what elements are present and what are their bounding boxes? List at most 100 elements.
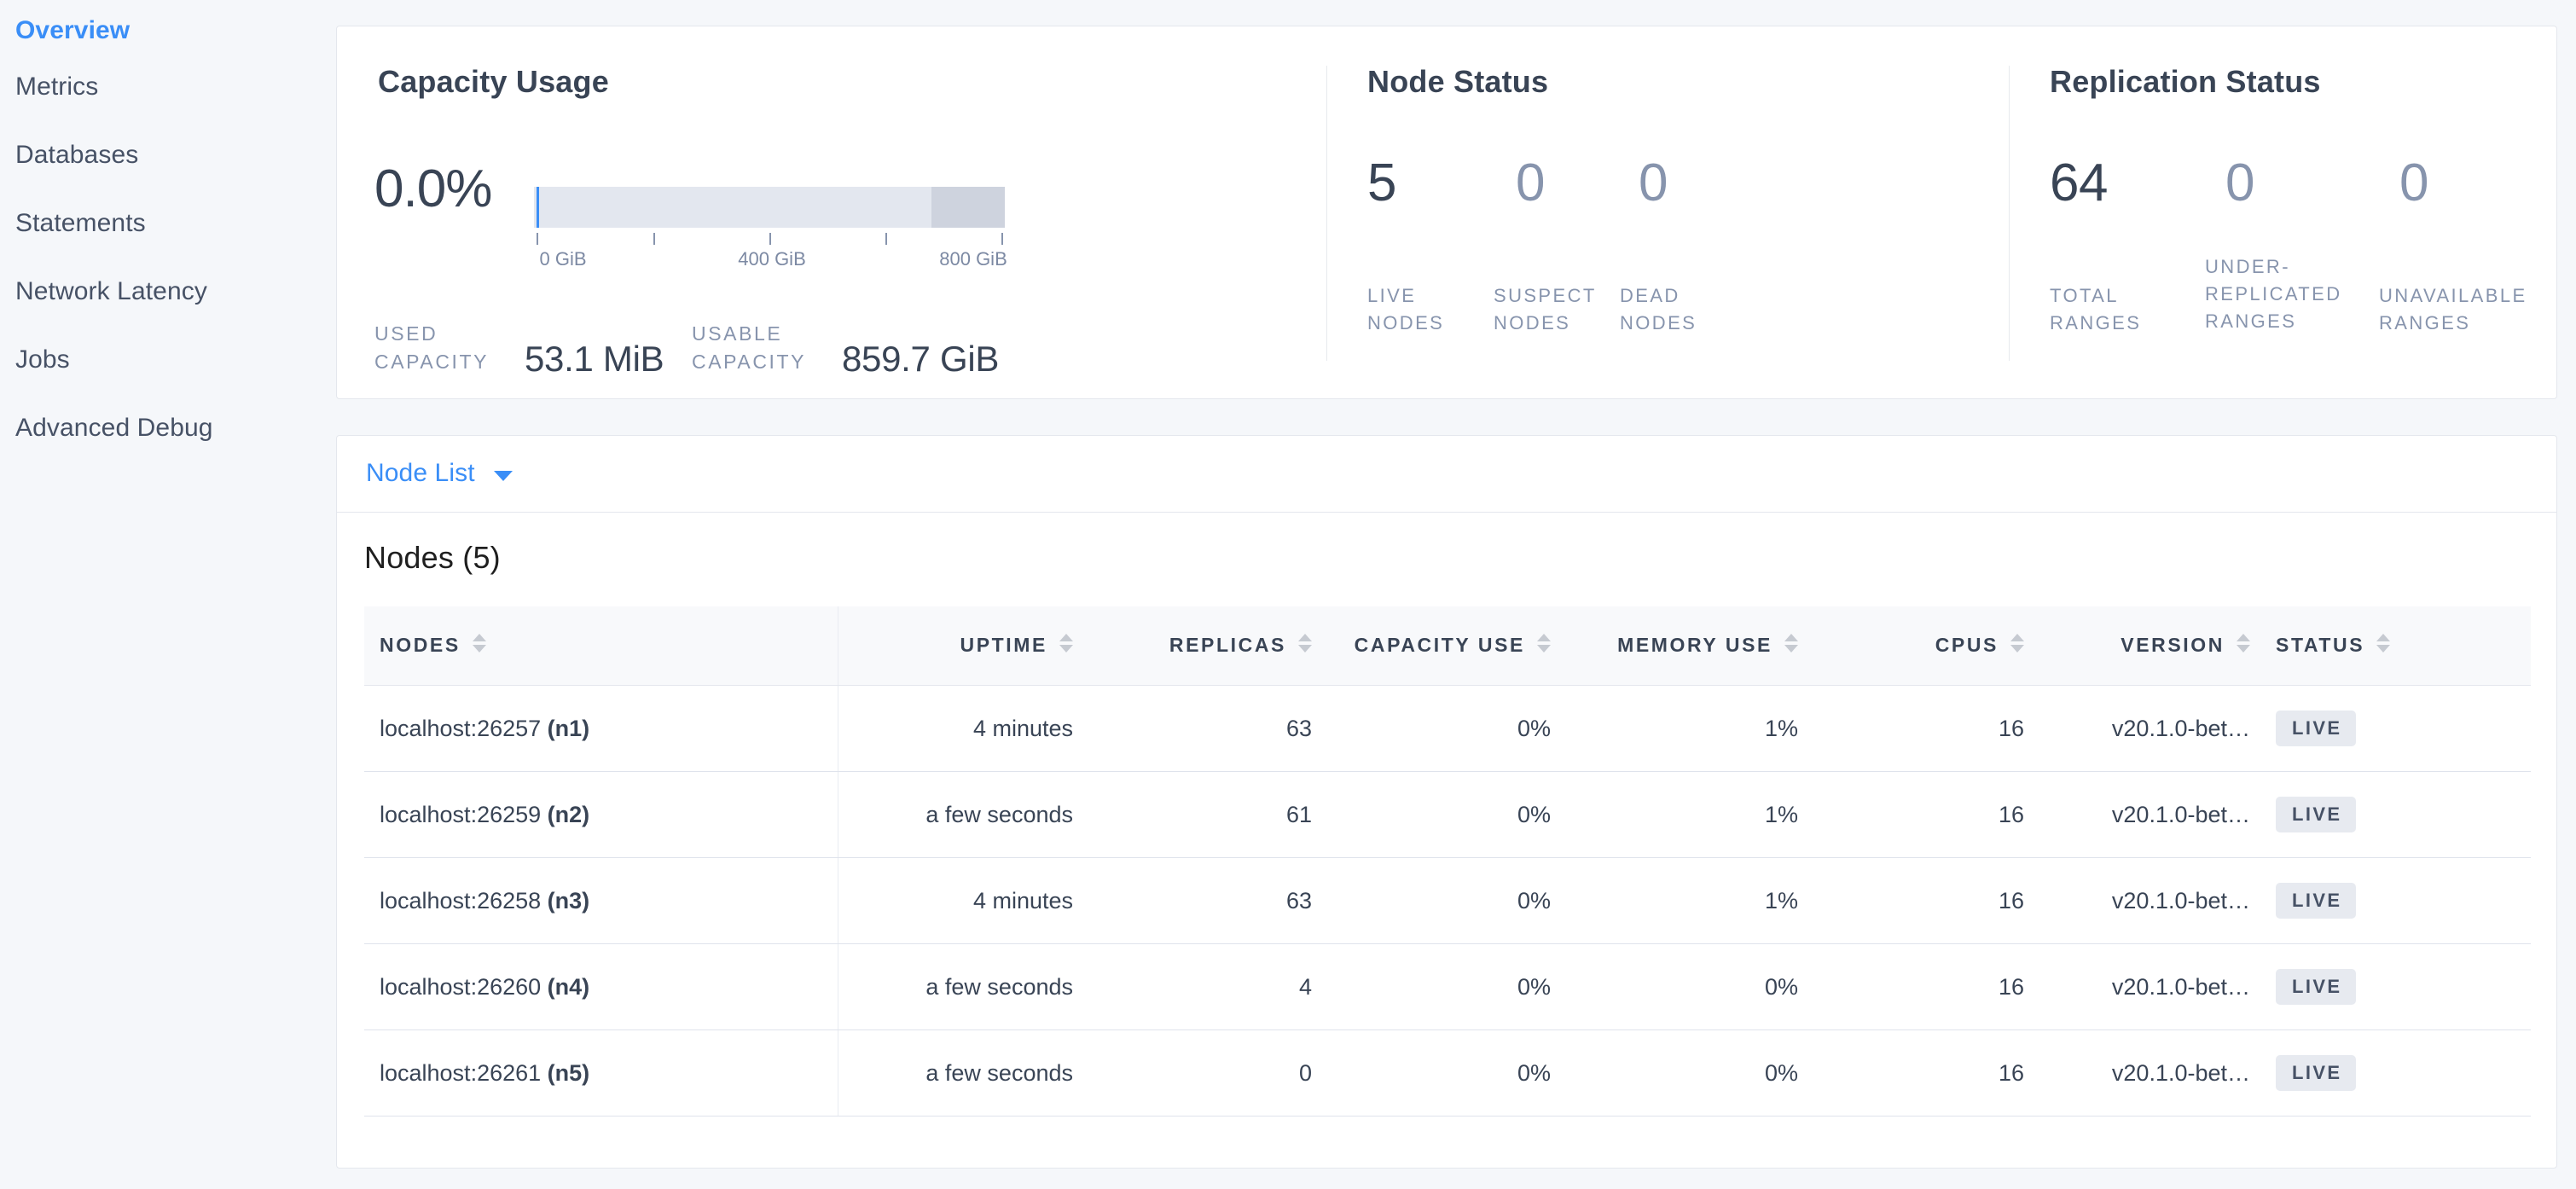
cell-version: v20.1.0-bet… (2036, 1030, 2262, 1116)
cell-version: v20.1.0-bet… (2036, 857, 2262, 944)
cell-capacity-use: 0% (1324, 857, 1563, 944)
cell-node[interactable]: localhost:26259 (n2) (364, 771, 838, 858)
usable-capacity-label: USABLE CAPACITY (692, 322, 807, 373)
sidebar-item-label: Overview (15, 16, 131, 44)
replication-status-section: Replication Status 64 TOTAL RANGES 0 UND… (2009, 26, 2558, 400)
table-row[interactable]: localhost:26257 (n1) 4 minutes 63 0% 1% … (364, 685, 2531, 772)
axis-tick (1001, 233, 1003, 245)
sort-icon[interactable] (1537, 634, 1551, 653)
dead-nodes-label: DEAD NODES (1620, 285, 1697, 334)
sidebar-item-statements[interactable]: Statements (0, 189, 336, 258)
sidebar-item-advanced-debug[interactable]: Advanced Debug (0, 394, 336, 462)
cell-memory-use: 0% (1563, 943, 1810, 1030)
under-replicated-ranges-label: UNDER- REPLICATED RANGES (2205, 256, 2342, 332)
status-badge: LIVE (2276, 710, 2356, 746)
sidebar-item-label: Network Latency (15, 277, 207, 305)
sidebar-item-databases[interactable]: Databases (0, 121, 336, 189)
node-host: localhost:26258 (380, 887, 542, 914)
sidebar-item-label: Statements (15, 209, 146, 237)
node-host: localhost:26259 (380, 801, 542, 827)
sort-icon[interactable] (1784, 634, 1798, 653)
sidebar-item-label: Metrics (15, 72, 99, 101)
sidebar-item-metrics[interactable]: Metrics (0, 53, 336, 121)
cell-status: LIVE (2262, 771, 2531, 858)
usable-capacity-value: 859.7 GiB (842, 339, 1000, 380)
node-host: localhost:26261 (380, 1059, 542, 1086)
cell-status: LIVE (2262, 943, 2531, 1030)
sort-icon[interactable] (1298, 634, 1312, 653)
column-header-cpus[interactable]: CPUS (1810, 606, 2036, 686)
axis-tick (537, 233, 538, 245)
axis-label-800: 800 GiB (939, 248, 1007, 270)
cell-status: LIVE (2262, 857, 2531, 944)
capacity-bar: 0 GiB 400 GiB 800 GiB (534, 187, 1007, 272)
unavailable-ranges-label: UNAVAILABLE RANGES (2379, 285, 2527, 334)
node-id: (n3) (547, 887, 590, 914)
node-id: (n5) (547, 1059, 590, 1086)
under-replicated-ranges-value: 0 (2225, 154, 2254, 212)
sidebar-item-overview[interactable]: Overview (0, 0, 336, 53)
sort-icon[interactable] (472, 634, 486, 653)
sort-icon[interactable] (1059, 634, 1073, 653)
cell-node[interactable]: localhost:26257 (n1) (364, 685, 838, 772)
column-header-memory-use[interactable]: MEMORY USE (1563, 606, 1810, 686)
cell-cpus: 16 (1810, 1030, 2036, 1116)
capacity-bar-track (534, 187, 1005, 228)
cell-version: v20.1.0-bet… (2036, 771, 2262, 858)
node-list-dropdown[interactable]: Node List (366, 459, 513, 488)
node-id: (n1) (547, 715, 590, 741)
column-header-status[interactable]: STATUS (2262, 606, 2531, 686)
cell-memory-use: 1% (1563, 771, 1810, 858)
cluster-summary-card: Capacity Usage 0.0% 0 GiB 400 GiB (336, 26, 2557, 399)
used-capacity-stat: USED CAPACITY 53.1 MiB (374, 320, 664, 379)
used-capacity-value: 53.1 MiB (525, 339, 664, 380)
column-label: NODES (380, 634, 461, 657)
cell-memory-use: 1% (1563, 857, 1810, 944)
cell-replicas: 0 (1085, 1030, 1324, 1116)
cell-cpus: 16 (1810, 943, 2036, 1030)
cell-status: LIVE (2262, 1030, 2531, 1116)
sort-icon[interactable] (2376, 634, 2391, 653)
cell-uptime: a few seconds (838, 1030, 1085, 1116)
suspect-nodes-value: 0 (1516, 154, 1545, 212)
sidebar-item-label: Advanced Debug (15, 414, 213, 442)
axis-tick (885, 233, 887, 245)
node-id: (n2) (547, 801, 590, 827)
live-nodes-label: LIVE NODES (1367, 285, 1445, 334)
axis-label-0: 0 GiB (539, 248, 587, 270)
column-label: REPLICAS (1169, 634, 1286, 657)
cell-cpus: 16 (1810, 771, 2036, 858)
sort-icon[interactable] (2010, 634, 2024, 653)
sort-icon[interactable] (2237, 634, 2250, 653)
cell-cpus: 16 (1810, 857, 2036, 944)
column-header-replicas[interactable]: REPLICAS (1085, 606, 1324, 686)
usable-capacity-stat: USABLE CAPACITY 859.7 GiB (692, 320, 999, 379)
cell-version: v20.1.0-bet… (2036, 685, 2262, 772)
cell-cpus: 16 (1810, 685, 2036, 772)
column-header-nodes[interactable]: NODES (364, 606, 838, 686)
sidebar-item-jobs[interactable]: Jobs (0, 326, 336, 394)
capacity-axis-ticks (534, 233, 1005, 246)
nodes-heading: Nodes (5) (364, 540, 501, 575)
column-header-uptime[interactable]: UPTIME (838, 606, 1085, 686)
section-divider (2009, 66, 2010, 361)
cell-replicas: 61 (1085, 771, 1324, 858)
chevron-down-icon (493, 470, 513, 481)
status-badge: LIVE (2276, 883, 2356, 919)
sidebar-item-network-latency[interactable]: Network Latency (0, 258, 336, 326)
total-ranges-label: TOTAL RANGES (2050, 285, 2142, 334)
cell-node[interactable]: localhost:26261 (n5) (364, 1030, 838, 1116)
table-row[interactable]: localhost:26261 (n5) a few seconds 0 0% … (364, 1030, 2531, 1116)
sidebar: Overview Metrics Databases Statements Ne… (0, 0, 336, 1189)
column-header-version[interactable]: VERSION (2036, 606, 2262, 686)
column-label: UPTIME (960, 634, 1047, 657)
cell-node[interactable]: localhost:26258 (n3) (364, 857, 838, 944)
cell-node[interactable]: localhost:26260 (n4) (364, 943, 838, 1030)
cell-capacity-use: 0% (1324, 771, 1563, 858)
table-row[interactable]: localhost:26258 (n3) 4 minutes 63 0% 1% … (364, 857, 2531, 944)
table-row[interactable]: localhost:26259 (n2) a few seconds 61 0%… (364, 771, 2531, 858)
column-header-capacity-use[interactable]: CAPACITY USE (1324, 606, 1563, 686)
table-row[interactable]: localhost:26260 (n4) a few seconds 4 0% … (364, 943, 2531, 1030)
node-id: (n4) (547, 973, 590, 1000)
